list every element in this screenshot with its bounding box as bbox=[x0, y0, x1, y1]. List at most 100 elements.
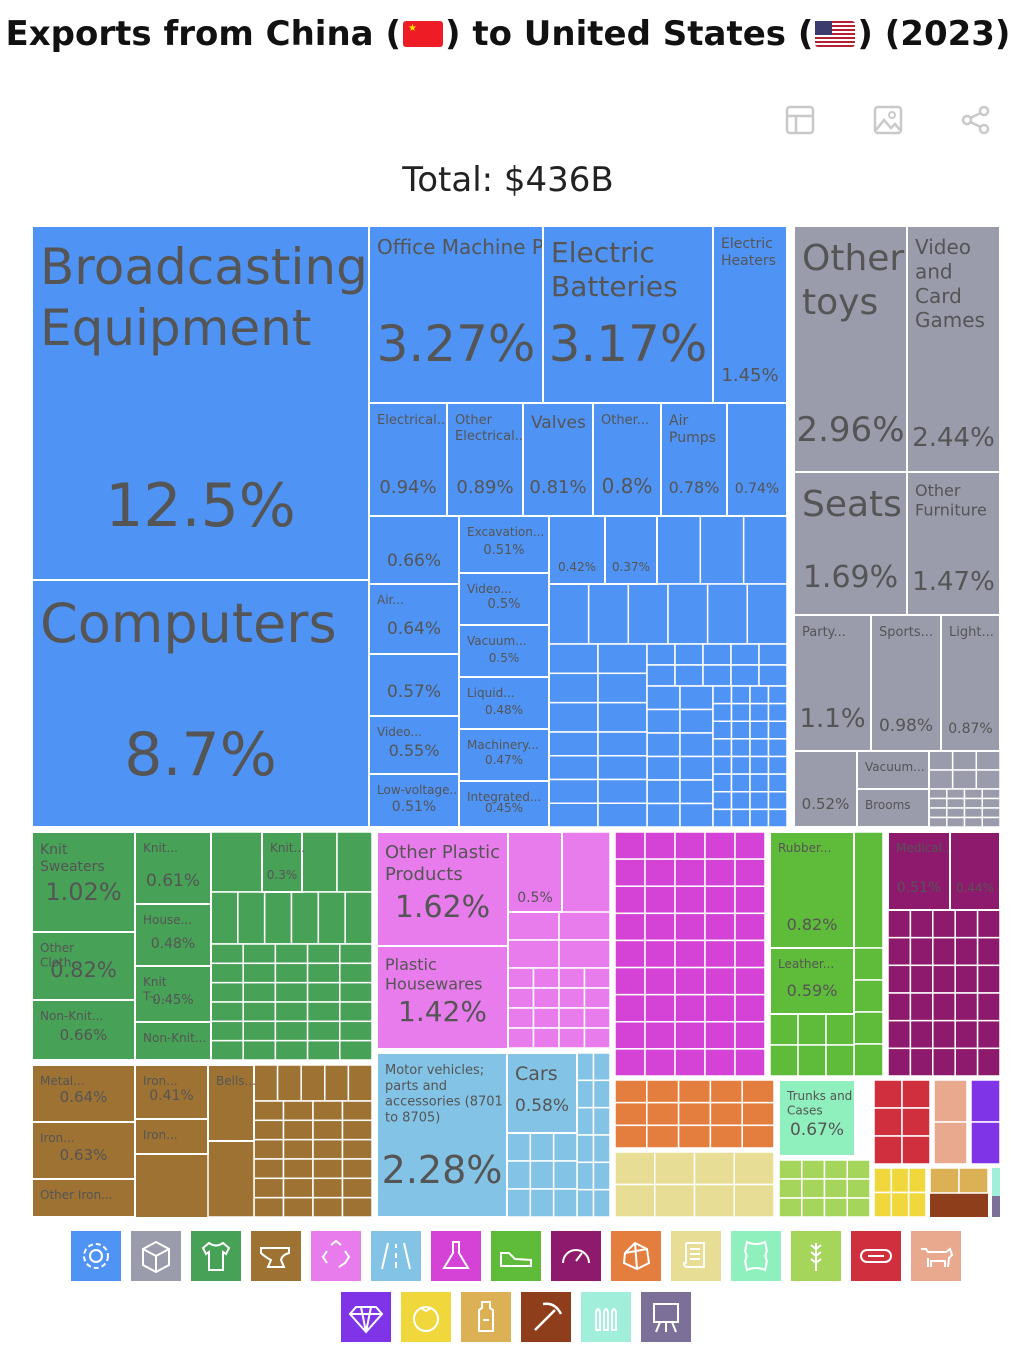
tile-rect[interactable] bbox=[31, 1064, 136, 1123]
minor-tile[interactable] bbox=[282, 1138, 314, 1160]
minor-tile[interactable] bbox=[954, 964, 979, 994]
minor-tile[interactable] bbox=[734, 1048, 766, 1077]
gem-rock-icon[interactable] bbox=[611, 1231, 661, 1281]
minor-tile[interactable] bbox=[654, 1183, 696, 1218]
minor-tile[interactable] bbox=[778, 1197, 803, 1218]
tile-rect[interactable] bbox=[368, 773, 460, 828]
minor-tile[interactable] bbox=[734, 939, 766, 969]
minor-tile[interactable] bbox=[887, 992, 912, 1022]
minor-tile[interactable] bbox=[306, 981, 341, 1003]
minor-tile[interactable] bbox=[592, 1161, 611, 1191]
minor-tile[interactable] bbox=[654, 1151, 696, 1186]
minor-tile[interactable] bbox=[306, 1001, 341, 1023]
minor-tile[interactable] bbox=[704, 885, 736, 915]
minor-tile[interactable] bbox=[253, 1177, 285, 1199]
minor-tile[interactable] bbox=[734, 885, 766, 915]
minor-tile[interactable] bbox=[312, 1177, 344, 1199]
treemap-tile[interactable]: Video...0.5% bbox=[458, 572, 550, 626]
wheat-icon[interactable] bbox=[791, 1231, 841, 1281]
tile-rect[interactable] bbox=[712, 225, 788, 404]
minor-tile[interactable] bbox=[778, 1178, 803, 1199]
minor-tile[interactable] bbox=[975, 750, 1001, 771]
minor-tile[interactable] bbox=[704, 939, 736, 969]
minor-tile[interactable] bbox=[282, 1100, 314, 1122]
tile-rect[interactable] bbox=[906, 471, 1001, 616]
minor-tile[interactable] bbox=[507, 967, 535, 989]
minor-tile[interactable] bbox=[742, 515, 788, 585]
minor-tile[interactable] bbox=[909, 909, 934, 939]
minor-tile[interactable] bbox=[576, 1052, 595, 1082]
tile-rect[interactable] bbox=[376, 945, 509, 1050]
minor-tile[interactable] bbox=[746, 583, 788, 645]
minor-tile[interactable] bbox=[767, 738, 788, 758]
anvil-icon[interactable] bbox=[251, 1231, 301, 1281]
minor-tile[interactable] bbox=[592, 1052, 611, 1082]
minor-tile[interactable] bbox=[797, 1013, 827, 1046]
treemap-tile[interactable]: Integrated...0.45% bbox=[458, 780, 550, 828]
treemap-tile[interactable]: 0.52% bbox=[793, 750, 858, 828]
minor-tile[interactable] bbox=[712, 685, 733, 705]
flask-icon[interactable] bbox=[431, 1231, 481, 1281]
bullets-icon[interactable] bbox=[581, 1292, 631, 1342]
treemap-tile[interactable]: Iron... bbox=[134, 1118, 209, 1155]
minor-tile[interactable] bbox=[674, 1021, 706, 1050]
minor-tile[interactable] bbox=[253, 1100, 285, 1122]
minor-tile[interactable] bbox=[237, 891, 266, 945]
tile-rect[interactable] bbox=[522, 402, 594, 517]
minor-tile[interactable] bbox=[699, 515, 745, 585]
minor-tile[interactable] bbox=[741, 1079, 775, 1104]
minor-tile[interactable] bbox=[282, 1119, 314, 1141]
tile-rect[interactable] bbox=[906, 225, 1001, 473]
minor-tile[interactable] bbox=[928, 797, 948, 809]
minor-tile[interactable] bbox=[558, 987, 586, 1009]
treemap-tile[interactable]: Medical... 0.51% bbox=[887, 831, 953, 911]
minor-tile[interactable] bbox=[312, 1119, 344, 1141]
minor-tile[interactable] bbox=[823, 1178, 848, 1199]
minor-tile[interactable] bbox=[767, 808, 788, 828]
treemap-tile[interactable]: Knit... 0.61% bbox=[134, 831, 212, 905]
minor-tile[interactable] bbox=[597, 701, 648, 733]
minor-tile[interactable] bbox=[679, 732, 714, 758]
minor-tile[interactable] bbox=[646, 1079, 680, 1104]
treemap-tile[interactable]: Air... 0.64% bbox=[368, 583, 460, 655]
minor-tile[interactable] bbox=[907, 1167, 927, 1194]
treemap-tile[interactable]: Excavation... 0.51% bbox=[458, 515, 550, 574]
minor-tile[interactable] bbox=[730, 755, 751, 775]
minor-tile[interactable] bbox=[749, 738, 770, 758]
minor-tile[interactable] bbox=[954, 992, 979, 1022]
minor-tile[interactable] bbox=[306, 1039, 341, 1061]
minor-tile[interactable] bbox=[887, 909, 912, 939]
minor-tile[interactable] bbox=[507, 1007, 535, 1029]
tile-rect[interactable] bbox=[506, 1052, 578, 1134]
minor-tile[interactable] bbox=[614, 1151, 656, 1186]
minor-tile[interactable] bbox=[341, 1196, 373, 1218]
tile-rect[interactable] bbox=[548, 515, 606, 585]
minor-tile[interactable] bbox=[712, 720, 733, 740]
minor-tile[interactable] bbox=[646, 1101, 680, 1127]
minor-tile[interactable] bbox=[677, 1079, 712, 1104]
minor-tile[interactable] bbox=[677, 1124, 712, 1149]
minor-tile[interactable] bbox=[312, 1158, 344, 1180]
minor-tile[interactable] bbox=[597, 731, 648, 757]
minor-tile[interactable] bbox=[901, 1135, 931, 1165]
recycle-icon[interactable] bbox=[311, 1231, 361, 1281]
minor-tile[interactable] bbox=[597, 802, 648, 828]
minor-tile[interactable] bbox=[306, 1020, 341, 1042]
minor-tile[interactable] bbox=[873, 1167, 893, 1194]
treemap-tile[interactable]: Knit... 0.3% bbox=[261, 831, 305, 893]
minor-tile[interactable] bbox=[909, 992, 934, 1022]
minor-tile[interactable] bbox=[749, 685, 770, 705]
minor-tile[interactable] bbox=[677, 1101, 712, 1127]
minor-tile[interactable] bbox=[954, 1019, 979, 1050]
treemap-tile[interactable]: House... 0.48% bbox=[134, 903, 212, 967]
treemap-tile[interactable]: Vacuum... bbox=[856, 750, 930, 790]
minor-tile[interactable] bbox=[733, 1183, 775, 1218]
minor-tile[interactable] bbox=[646, 708, 681, 734]
minor-tile[interactable] bbox=[253, 1196, 285, 1218]
minor-tile[interactable] bbox=[712, 702, 733, 722]
minor-tile[interactable] bbox=[282, 1196, 314, 1218]
gear-icon[interactable] bbox=[71, 1231, 121, 1281]
